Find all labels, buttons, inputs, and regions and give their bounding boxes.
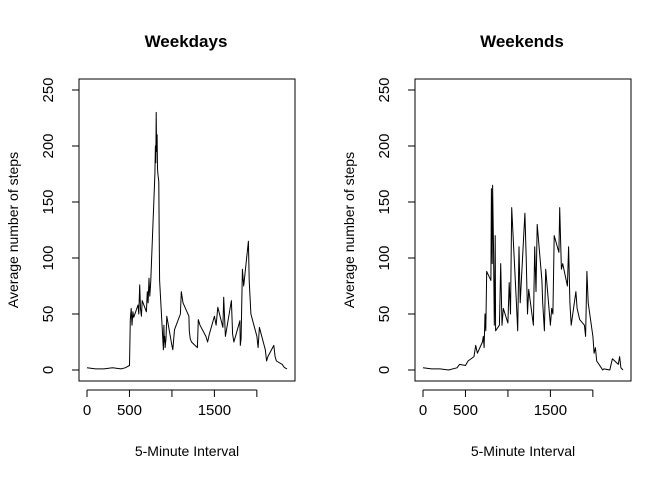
weekends-x-tick-label: 500 — [453, 402, 478, 419]
weekdays-plot-box — [78, 78, 296, 382]
weekends-x-tick-label: 1500 — [534, 402, 567, 419]
weekdays-y-tick-label: 150 — [40, 189, 57, 214]
weekdays-x-axis: 0 500 1500 — [83, 389, 258, 419]
weekdays-title: Weekdays — [145, 32, 228, 51]
weekdays-y-tick-label: 250 — [40, 77, 57, 102]
weekdays-x-axis-title: 5-Minute Interval — [135, 443, 239, 459]
weekends-plot-box — [414, 78, 632, 382]
weekdays-y-axis: 0 50 100 150 200 250 — [40, 77, 80, 374]
weekends-y-tick-label: 100 — [376, 245, 393, 270]
weekends-y-axis: 0 50 100 150 200 250 — [376, 77, 416, 374]
weekends-title: Weekends — [480, 32, 564, 51]
weekends-steps-line — [422, 184, 624, 371]
weekends-y-tick-label: 250 — [376, 77, 393, 102]
weekdays-y-tick-label: 0 — [40, 366, 57, 374]
weekdays-y-axis-title: Average number of steps — [5, 152, 21, 308]
weekdays-panel: Weekdays 0 500 1500 0 50 100 150 200 250 5-Minu… — [5, 32, 296, 459]
weekdays-series — [86, 111, 288, 370]
weekdays-y-tick-label: 200 — [40, 133, 57, 158]
weekends-x-tick-label: 0 — [419, 402, 427, 419]
weekdays-x-tick-label: 0 — [83, 402, 91, 419]
weekends-y-tick-label: 50 — [376, 306, 393, 323]
weekends-x-axis: 0 500 1500 — [419, 389, 594, 419]
weekends-y-tick-label: 150 — [376, 189, 393, 214]
weekdays-y-tick-label: 50 — [40, 306, 57, 323]
weekdays-y-tick-label: 100 — [40, 245, 57, 270]
weekdays-x-tick-label: 500 — [117, 402, 142, 419]
weekdays-steps-line — [86, 111, 288, 370]
weekends-x-axis-title: 5-Minute Interval — [471, 443, 575, 459]
weekends-series — [422, 184, 624, 371]
weekends-y-tick-label: 0 — [376, 366, 393, 374]
weekends-y-axis-title: Average number of steps — [341, 152, 357, 308]
weekends-y-tick-label: 200 — [376, 133, 393, 158]
weekends-panel: Weekends 0 500 1500 0 50 100 150 200 250 5-Minu… — [341, 32, 632, 459]
weekdays-x-tick-label: 1500 — [198, 402, 231, 419]
